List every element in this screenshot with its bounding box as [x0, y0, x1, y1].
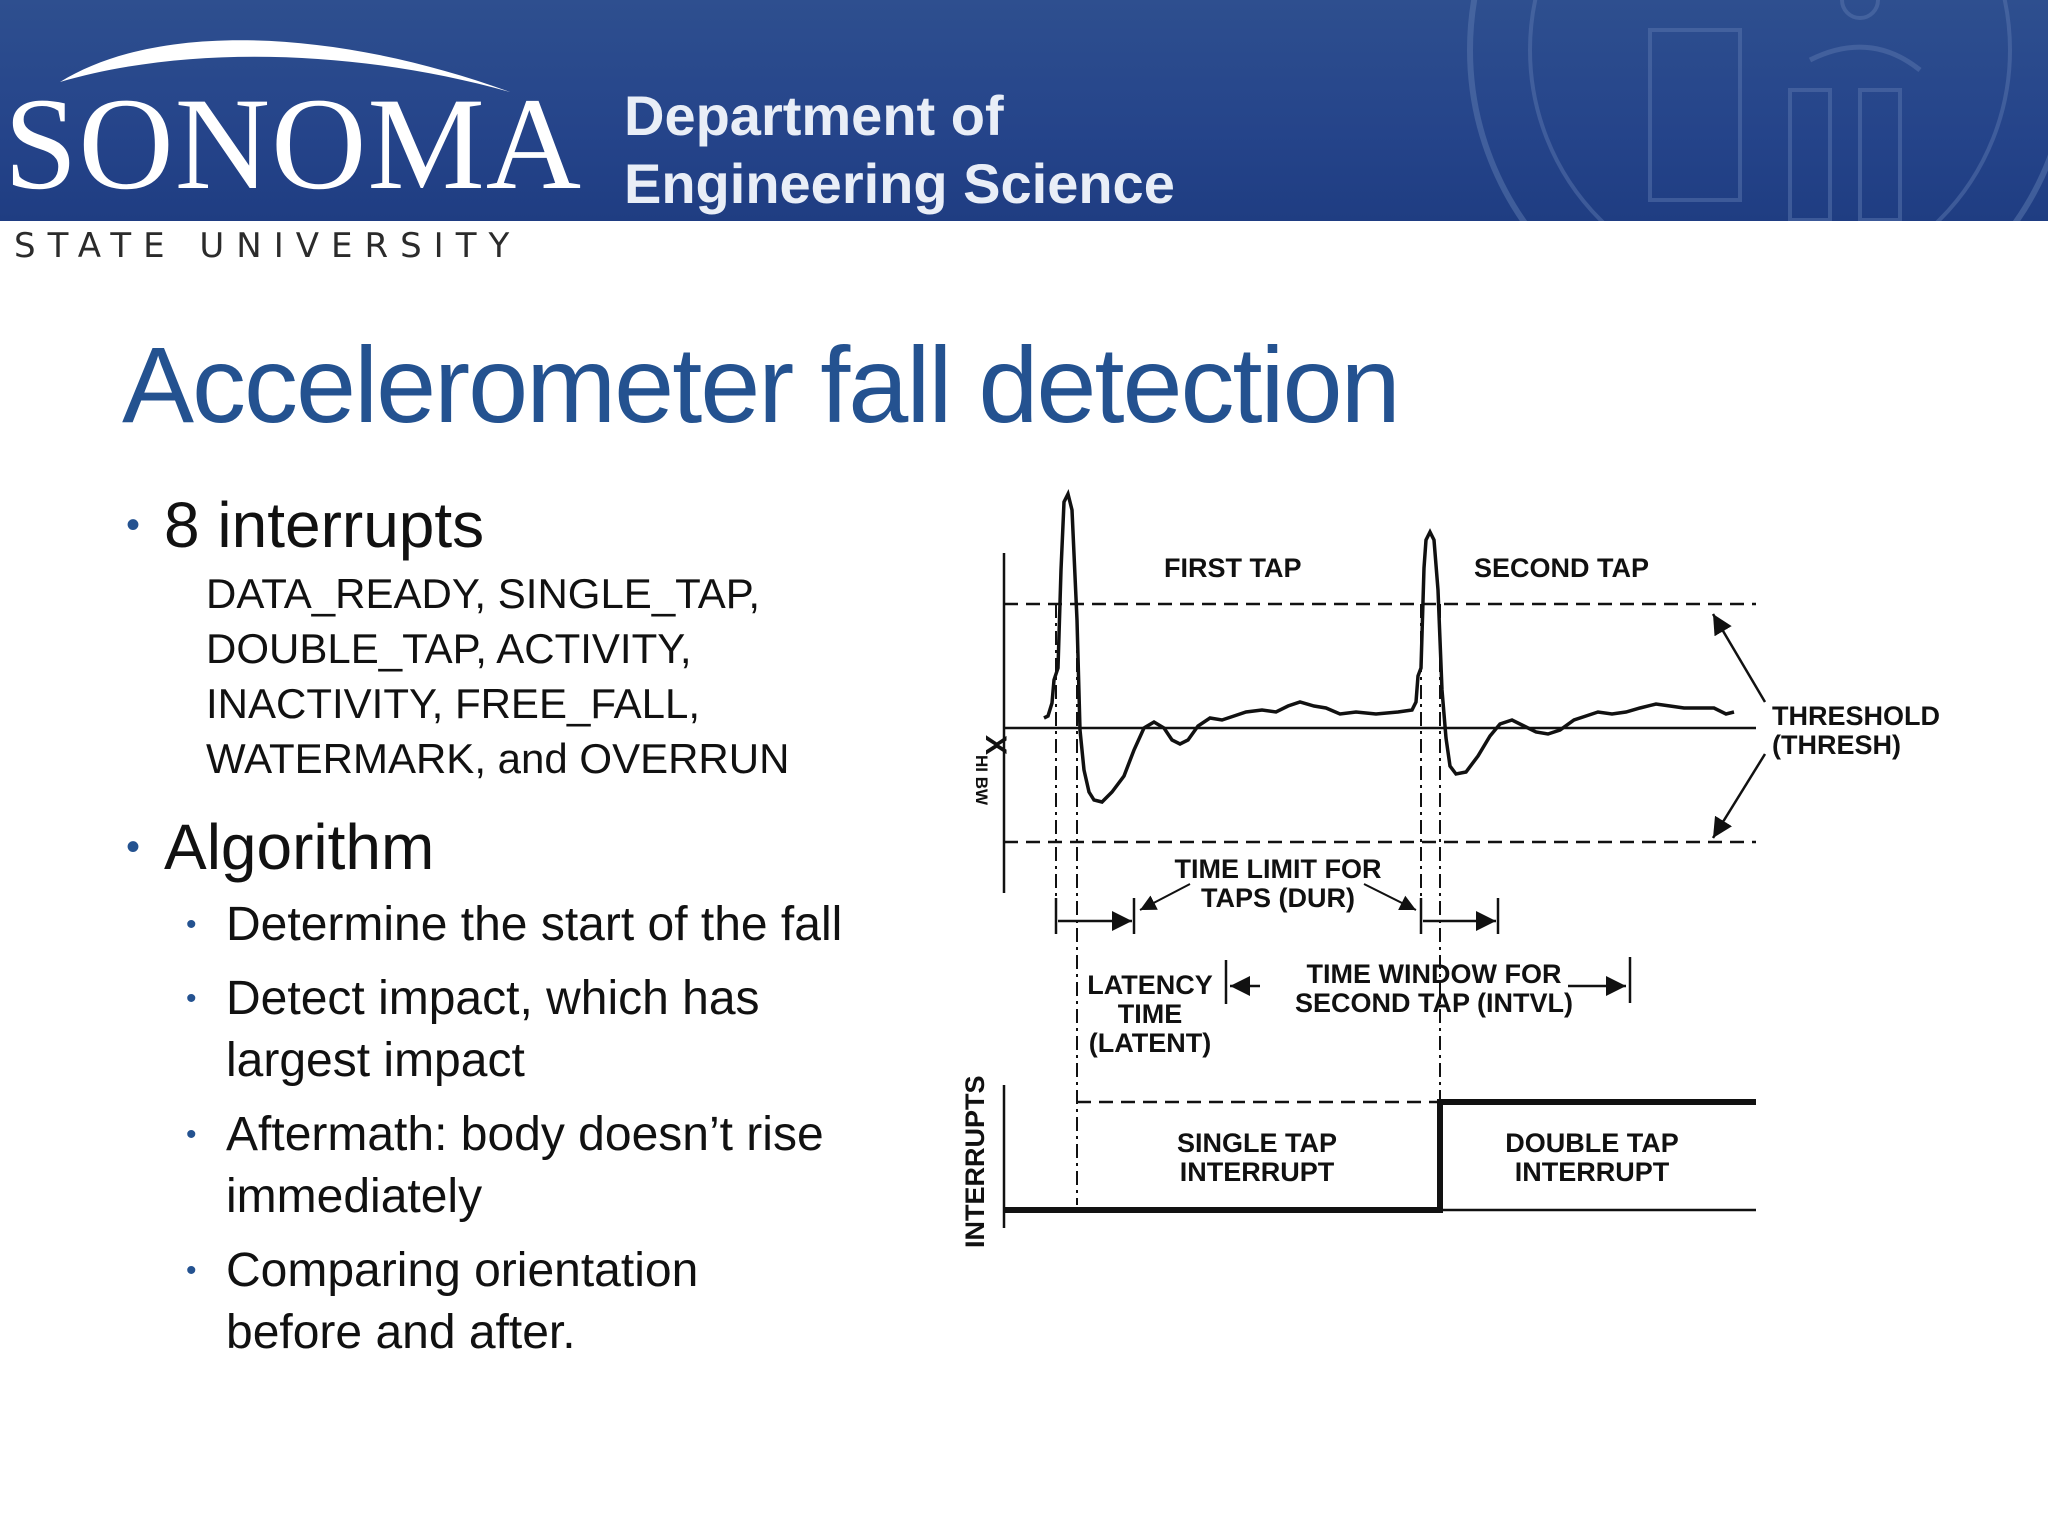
interrupt-signal: [1004, 1099, 1756, 1213]
logo-subtitle: STATE UNIVERSITY: [14, 226, 522, 266]
algorithm-steps: Determine the start of the fall Detect i…: [120, 894, 940, 1364]
interrupt-line: DATA_READY, SINGLE_TAP,: [206, 570, 760, 617]
double-tap-label: INTERRUPT: [1515, 1157, 1670, 1187]
threshold-label: (THRESH): [1772, 730, 1901, 760]
slide-title: Accelerometer fall detection: [122, 324, 1401, 445]
latency-label: LATENCY: [1087, 970, 1213, 1000]
step-line: immediately: [226, 1170, 483, 1223]
single-tap-label: SINGLE TAP: [1177, 1128, 1337, 1158]
intvl-label: TIME WINDOW FOR: [1307, 959, 1562, 989]
svg-text:X: X: [979, 735, 1012, 755]
step-line: before and after.: [226, 1306, 576, 1359]
interrupt-line: INACTIVITY, FREE_FALL,: [206, 680, 701, 727]
second-tap-label: SECOND TAP: [1474, 553, 1649, 583]
single-tap-label: INTERRUPT: [1180, 1157, 1335, 1187]
step-line: Aftermath: body doesn’t rise: [226, 1108, 824, 1161]
double-tap-label: DOUBLE TAP: [1505, 1128, 1679, 1158]
signal-waveform: [1043, 488, 1735, 804]
step-line: Determine the start of the fall: [226, 898, 843, 951]
intvl-label: SECOND TAP (INTVL): [1295, 988, 1573, 1018]
bullet-list: 8 interrupts DATA_READY, SINGLE_TAP, DOU…: [120, 486, 940, 1376]
dur-label: TAPS (DUR): [1201, 883, 1355, 913]
interrupts-axis-label: INTERRUPTS: [960, 1075, 990, 1248]
dur-label: TIME LIMIT FOR: [1175, 854, 1382, 884]
step-line: Detect impact, which has: [226, 972, 760, 1025]
department-line-2: Engineering Science: [624, 152, 1175, 215]
department-line-1: Department of: [624, 84, 1004, 147]
interrupt-names: DATA_READY, SINGLE_TAP, DOUBLE_TAP, ACTI…: [206, 566, 940, 786]
latency-label: (LATENT): [1089, 1028, 1211, 1058]
step-line: largest impact: [226, 1034, 525, 1087]
interrupt-line: WATERMARK, and OVERRUN: [206, 735, 790, 782]
bullet-interrupts: 8 interrupts: [120, 486, 940, 564]
bullet-algorithm: Algorithm: [120, 808, 940, 886]
step-line: Comparing orientation: [226, 1244, 699, 1297]
svg-text:HI BW: HI BW: [972, 755, 991, 806]
interrupt-line: DOUBLE_TAP, ACTIVITY,: [206, 625, 692, 672]
latency-label: TIME: [1118, 999, 1183, 1029]
university-seal-icon: [1467, 0, 2048, 221]
algorithm-step: Detect impact, which has largest impact: [120, 968, 940, 1092]
logo-wordmark: SONOMA: [4, 70, 583, 217]
threshold-label: THRESHOLD: [1772, 701, 1940, 731]
department-name: Department of Engineering Science: [624, 82, 1175, 218]
slide-header: SONOMA Department of Engineering Science: [0, 0, 2048, 221]
first-tap-label: FIRST TAP: [1164, 553, 1302, 583]
algorithm-step: Determine the start of the fall: [120, 894, 940, 956]
algorithm-step: Comparing orientation before and after.: [120, 1240, 940, 1364]
logo-swoosh-icon: [60, 40, 510, 92]
y-axis-label: X HI BW: [972, 735, 1012, 806]
algorithm-step: Aftermath: body doesn’t rise immediately: [120, 1104, 940, 1228]
